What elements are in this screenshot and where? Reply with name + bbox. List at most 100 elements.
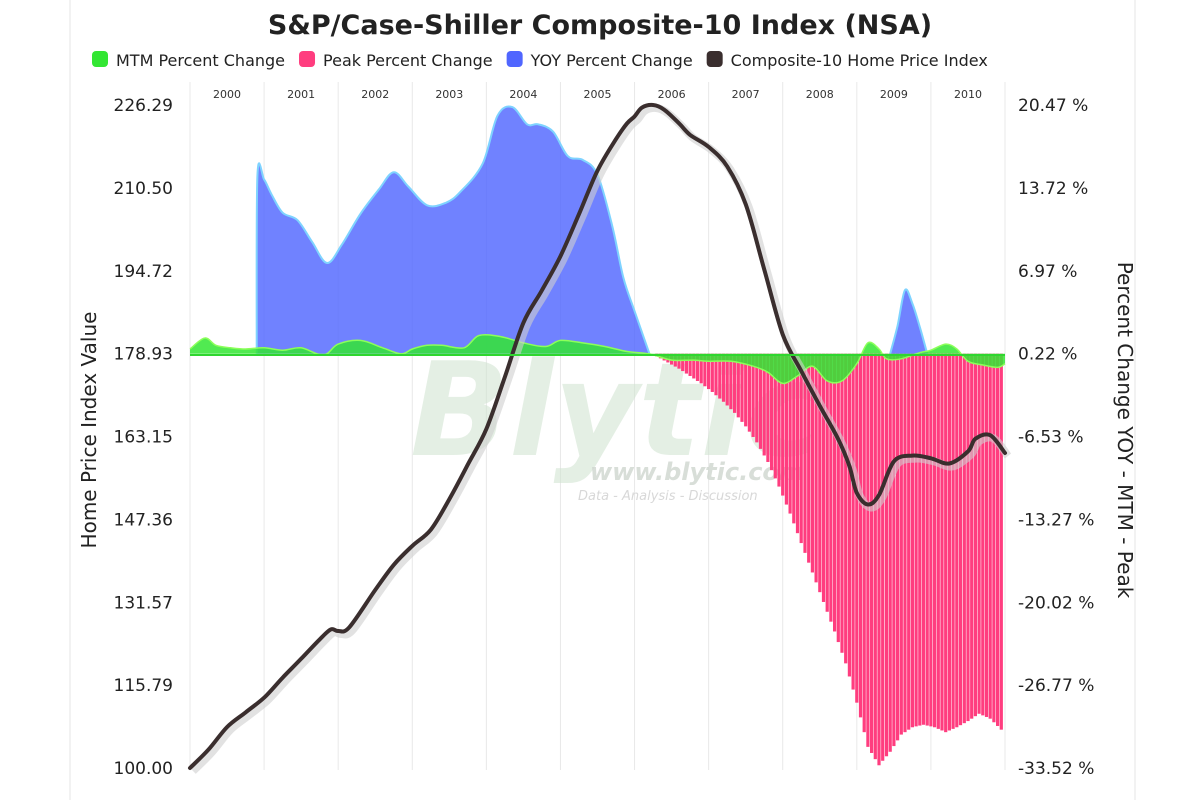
peak-bar: [684, 353, 688, 374]
peak-bar: [740, 353, 744, 422]
right-tick-label: 20.47 %: [1018, 96, 1088, 116]
peak-bar: [755, 353, 759, 443]
right-tick-label: -6.53 %: [1018, 428, 1084, 448]
peak-bar: [929, 353, 933, 727]
legend-swatch-1: [299, 51, 316, 67]
peak-bar: [721, 353, 726, 402]
left-tick-label: 194.72: [114, 262, 173, 282]
year-label-2006: 2006: [658, 88, 686, 101]
right-tick-label: -26.77 %: [1018, 676, 1094, 696]
peak-bar: [703, 353, 707, 387]
year-label-2009: 2009: [880, 88, 908, 101]
peak-bar: [955, 353, 959, 728]
peak-bar: [733, 353, 737, 413]
peak-bar: [984, 353, 989, 717]
peak-bar: [962, 353, 966, 724]
peak-bar: [996, 353, 1000, 726]
peak-bar: [777, 353, 781, 487]
yoy-outline-1: [889, 288, 929, 354]
legend-label-0: MTM Percent Change: [116, 51, 285, 70]
legend-swatch-2: [506, 51, 523, 67]
peak-bar: [914, 353, 918, 727]
peak-bar: [818, 353, 822, 593]
legend-swatch-0: [92, 51, 108, 67]
legend-label-3: Composite-10 Home Price Index: [731, 51, 988, 70]
year-label-2007: 2007: [732, 88, 760, 101]
peak-bar: [758, 353, 763, 449]
peak-bar: [799, 353, 803, 544]
peak-bar: [770, 353, 774, 471]
peak-bar: [725, 353, 729, 406]
peak-bar: [947, 353, 951, 731]
peak-bar: [766, 353, 770, 462]
yoy-area-0: [256, 106, 650, 354]
peak-bar: [966, 353, 970, 722]
peak-bar: [807, 353, 811, 563]
peak-bar: [773, 353, 777, 479]
peak-bar: [781, 353, 785, 496]
peak-bar: [792, 353, 796, 524]
peak-bar: [688, 353, 692, 376]
watermark-tagline: Data - Analysis - Discussion: [578, 489, 758, 504]
peak-bar: [710, 353, 714, 392]
legend-swatch-3: [706, 51, 723, 67]
right-axis-title: Percent Change YOY - MTM - Peak: [1113, 262, 1137, 599]
peak-bar: [921, 353, 926, 725]
peak-bar: [762, 353, 766, 456]
peak-bar: [981, 353, 985, 716]
peak-bar: [892, 353, 896, 747]
peak-bar: [884, 353, 889, 757]
peak-bar: [844, 353, 848, 664]
left-tick-label: 210.50: [114, 179, 173, 199]
peak-bar: [873, 353, 877, 760]
peak-bar: [825, 353, 829, 612]
peak-bar: [833, 353, 837, 632]
left-axis-ticks: 226.29 210.50 194.72 178.93 163.15 147.36 131.…: [114, 96, 173, 779]
peak-bar: [870, 353, 874, 753]
series-peak: [655, 353, 1003, 766]
peak-bar: [896, 353, 900, 741]
index-line: [188, 102, 1007, 770]
peak-bar: [714, 353, 718, 396]
peak-bar: [951, 353, 955, 729]
year-label-2010: 2010: [954, 88, 982, 101]
peak-bar: [855, 353, 859, 703]
legend: MTM Percent Change Peak Percent Change YOY…: [92, 51, 988, 70]
peak-bar: [821, 353, 826, 602]
legend-label-1: Peak Percent Change: [323, 51, 493, 70]
peak-bar: [784, 353, 788, 505]
peak-bar: [699, 353, 703, 384]
year-label-2003: 2003: [435, 88, 463, 101]
right-axis-ticks: 20.47 % 13.72 % 6.97 % 0.22 % -6.53 % -13.27 …: [1018, 96, 1094, 779]
year-label-2008: 2008: [806, 88, 834, 101]
right-tick-label: 6.97 %: [1018, 262, 1077, 282]
peak-bar: [695, 353, 700, 381]
peak-bar: [803, 353, 807, 553]
peak-bar: [829, 353, 833, 622]
peak-bar: [814, 353, 818, 583]
peak-bar: [973, 353, 977, 717]
right-tick-label: -33.52 %: [1018, 759, 1094, 779]
peak-bar: [795, 353, 800, 534]
peak-bar: [851, 353, 855, 690]
peak-bar: [840, 353, 844, 653]
peak-bar: [899, 353, 903, 735]
peak-bar: [729, 353, 733, 410]
year-label-2002: 2002: [361, 88, 389, 101]
year-label-2000: 2000: [213, 88, 241, 101]
peak-bar: [999, 353, 1003, 730]
peak-bar: [862, 353, 866, 733]
peak-bar: [788, 353, 792, 514]
watermark-url: www.blytic.com: [590, 458, 804, 486]
series-yoy: [255, 105, 929, 355]
peak-bar: [944, 353, 948, 733]
peak-bar: [718, 353, 722, 399]
year-label-2001: 2001: [287, 88, 315, 101]
peak-bar: [877, 353, 881, 766]
right-tick-label: 0.22 %: [1018, 345, 1077, 365]
peak-bar: [858, 353, 863, 718]
peak-bar: [940, 353, 944, 731]
year-label-2005: 2005: [584, 88, 612, 101]
peak-bar: [847, 353, 851, 677]
